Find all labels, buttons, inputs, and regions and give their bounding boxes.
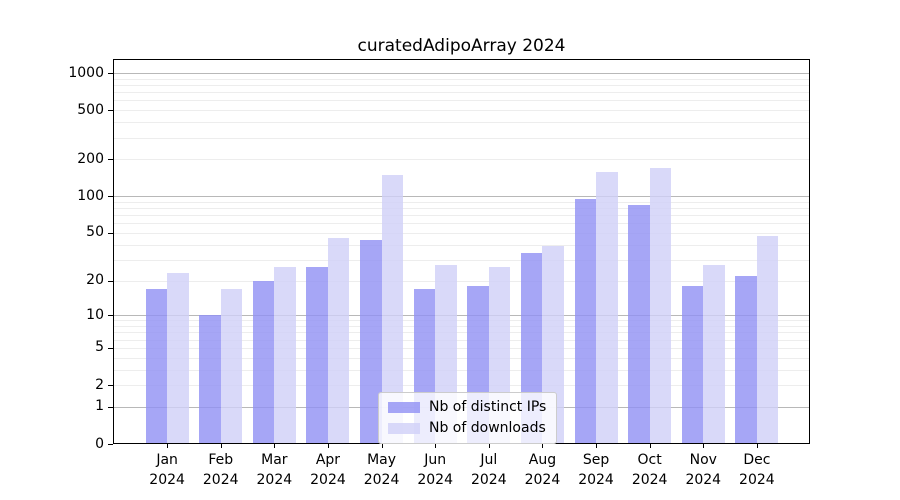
gridline-900 bbox=[114, 78, 809, 80]
legend-item-distinct-ips: Nb of distinct IPs bbox=[388, 399, 546, 416]
y-tick-mark-1000 bbox=[108, 73, 113, 74]
gridline-1000 bbox=[114, 73, 809, 74]
y-tick-mark-500 bbox=[108, 110, 113, 112]
bar-jan-downloads bbox=[167, 273, 189, 443]
gridline-600 bbox=[114, 100, 809, 102]
legend-swatch-distinct-ips bbox=[388, 402, 420, 413]
y-tick-label-500: 500 bbox=[77, 101, 104, 118]
bar-mar-distinct-ips bbox=[252, 280, 275, 443]
x-tick-mark-sep bbox=[596, 444, 598, 448]
y-tick-mark-50 bbox=[108, 232, 113, 234]
gridline-300 bbox=[114, 137, 809, 139]
y-tick-label-1: 1 bbox=[95, 398, 104, 415]
gridline-400 bbox=[114, 122, 809, 124]
x-tick-label-feb: Feb 2024 bbox=[202, 452, 239, 488]
gridline-200 bbox=[114, 159, 809, 161]
x-tick-mark-dec bbox=[756, 444, 758, 448]
gridline-50 bbox=[114, 232, 809, 234]
gridline-30 bbox=[114, 259, 809, 261]
bar-feb-distinct-ips bbox=[199, 315, 221, 443]
bar-nov-downloads bbox=[703, 265, 725, 443]
y-tick-label-1000: 1000 bbox=[68, 64, 104, 81]
x-tick-label-oct: Oct 2024 bbox=[631, 452, 668, 488]
chart-title: curatedAdipoArray 2024 bbox=[357, 36, 566, 56]
y-tick-label-10: 10 bbox=[86, 306, 104, 323]
x-tick-mark-aug bbox=[542, 444, 544, 448]
y-tick-label-0: 0 bbox=[95, 435, 104, 452]
x-tick-label-mar: Mar 2024 bbox=[256, 452, 293, 488]
x-tick-mark-nov bbox=[703, 444, 705, 448]
gridline-60 bbox=[114, 223, 809, 225]
x-tick-mark-apr bbox=[327, 444, 329, 448]
x-tick-label-dec: Dec 2024 bbox=[739, 452, 775, 488]
legend: Nb of distinct IPs Nb of downloads bbox=[378, 392, 558, 444]
x-tick-label-may: May 2024 bbox=[363, 452, 400, 488]
x-tick-label-jan: Jan 2024 bbox=[149, 452, 185, 488]
x-tick-label-jul: Jul 2024 bbox=[470, 452, 507, 488]
bar-sep-downloads bbox=[596, 171, 618, 443]
y-tick-label-20: 20 bbox=[86, 272, 104, 288]
y-tick-mark-1 bbox=[108, 406, 113, 408]
x-tick-mark-may bbox=[381, 444, 383, 448]
y-tick-label-100: 100 bbox=[77, 187, 104, 204]
bar-dec-distinct-ips bbox=[735, 275, 757, 443]
bar-may-distinct-ips bbox=[360, 239, 382, 443]
bar-may-downloads bbox=[381, 174, 404, 443]
x-tick-label-apr: Apr 2024 bbox=[310, 452, 346, 488]
y-tick-label-50: 50 bbox=[86, 224, 104, 241]
legend-swatch-downloads bbox=[388, 423, 420, 434]
bar-oct-distinct-ips bbox=[628, 205, 650, 443]
bar-mar-downloads bbox=[274, 267, 296, 443]
x-tick-label-jun: Jun 2024 bbox=[417, 452, 453, 488]
y-tick-label-5: 5 bbox=[95, 339, 104, 356]
y-tick-mark-10 bbox=[108, 315, 113, 317]
x-tick-mark-jan bbox=[167, 444, 169, 448]
legend-label-distinct-ips: Nb of distinct IPs bbox=[429, 399, 547, 415]
x-tick-mark-feb bbox=[220, 444, 222, 448]
x-tick-mark-jul bbox=[488, 444, 490, 448]
y-tick-label-2: 2 bbox=[95, 376, 104, 393]
gridline-100 bbox=[114, 196, 809, 198]
gridline-70 bbox=[114, 215, 809, 217]
x-tick-label-aug: Aug 2024 bbox=[524, 452, 561, 488]
gridline-700 bbox=[114, 92, 809, 94]
bar-nov-distinct-ips bbox=[681, 285, 704, 443]
y-tick-mark-20 bbox=[108, 280, 113, 282]
x-tick-mark-oct bbox=[649, 444, 651, 448]
legend-label-downloads: Nb of downloads bbox=[429, 420, 546, 436]
gridline-800 bbox=[114, 84, 809, 86]
x-tick-mark-jun bbox=[435, 444, 437, 448]
y-tick-mark-2 bbox=[108, 385, 113, 386]
gridline-40 bbox=[114, 244, 809, 246]
bar-sep-distinct-ips bbox=[574, 198, 597, 443]
bar-apr-downloads bbox=[327, 238, 350, 443]
y-tick-label-200: 200 bbox=[77, 150, 104, 167]
x-tick-label-nov: Nov 2024 bbox=[685, 452, 722, 488]
gridline-500 bbox=[114, 110, 809, 112]
legend-item-downloads: Nb of downloads bbox=[388, 420, 546, 437]
bar-apr-distinct-ips bbox=[306, 267, 328, 443]
plot-area bbox=[113, 59, 810, 444]
x-tick-label-sep: Sep 2024 bbox=[578, 452, 614, 488]
gridline-90 bbox=[114, 201, 809, 203]
gridline-80 bbox=[114, 208, 809, 210]
y-tick-mark-100 bbox=[108, 196, 113, 198]
bar-jan-distinct-ips bbox=[145, 288, 168, 443]
x-tick-mark-mar bbox=[274, 444, 276, 448]
bar-oct-downloads bbox=[649, 167, 672, 443]
bar-dec-downloads bbox=[756, 236, 779, 443]
y-tick-mark-0 bbox=[108, 444, 113, 445]
y-tick-mark-5 bbox=[108, 347, 113, 349]
bar-feb-downloads bbox=[220, 288, 243, 443]
y-tick-mark-200 bbox=[108, 159, 113, 161]
